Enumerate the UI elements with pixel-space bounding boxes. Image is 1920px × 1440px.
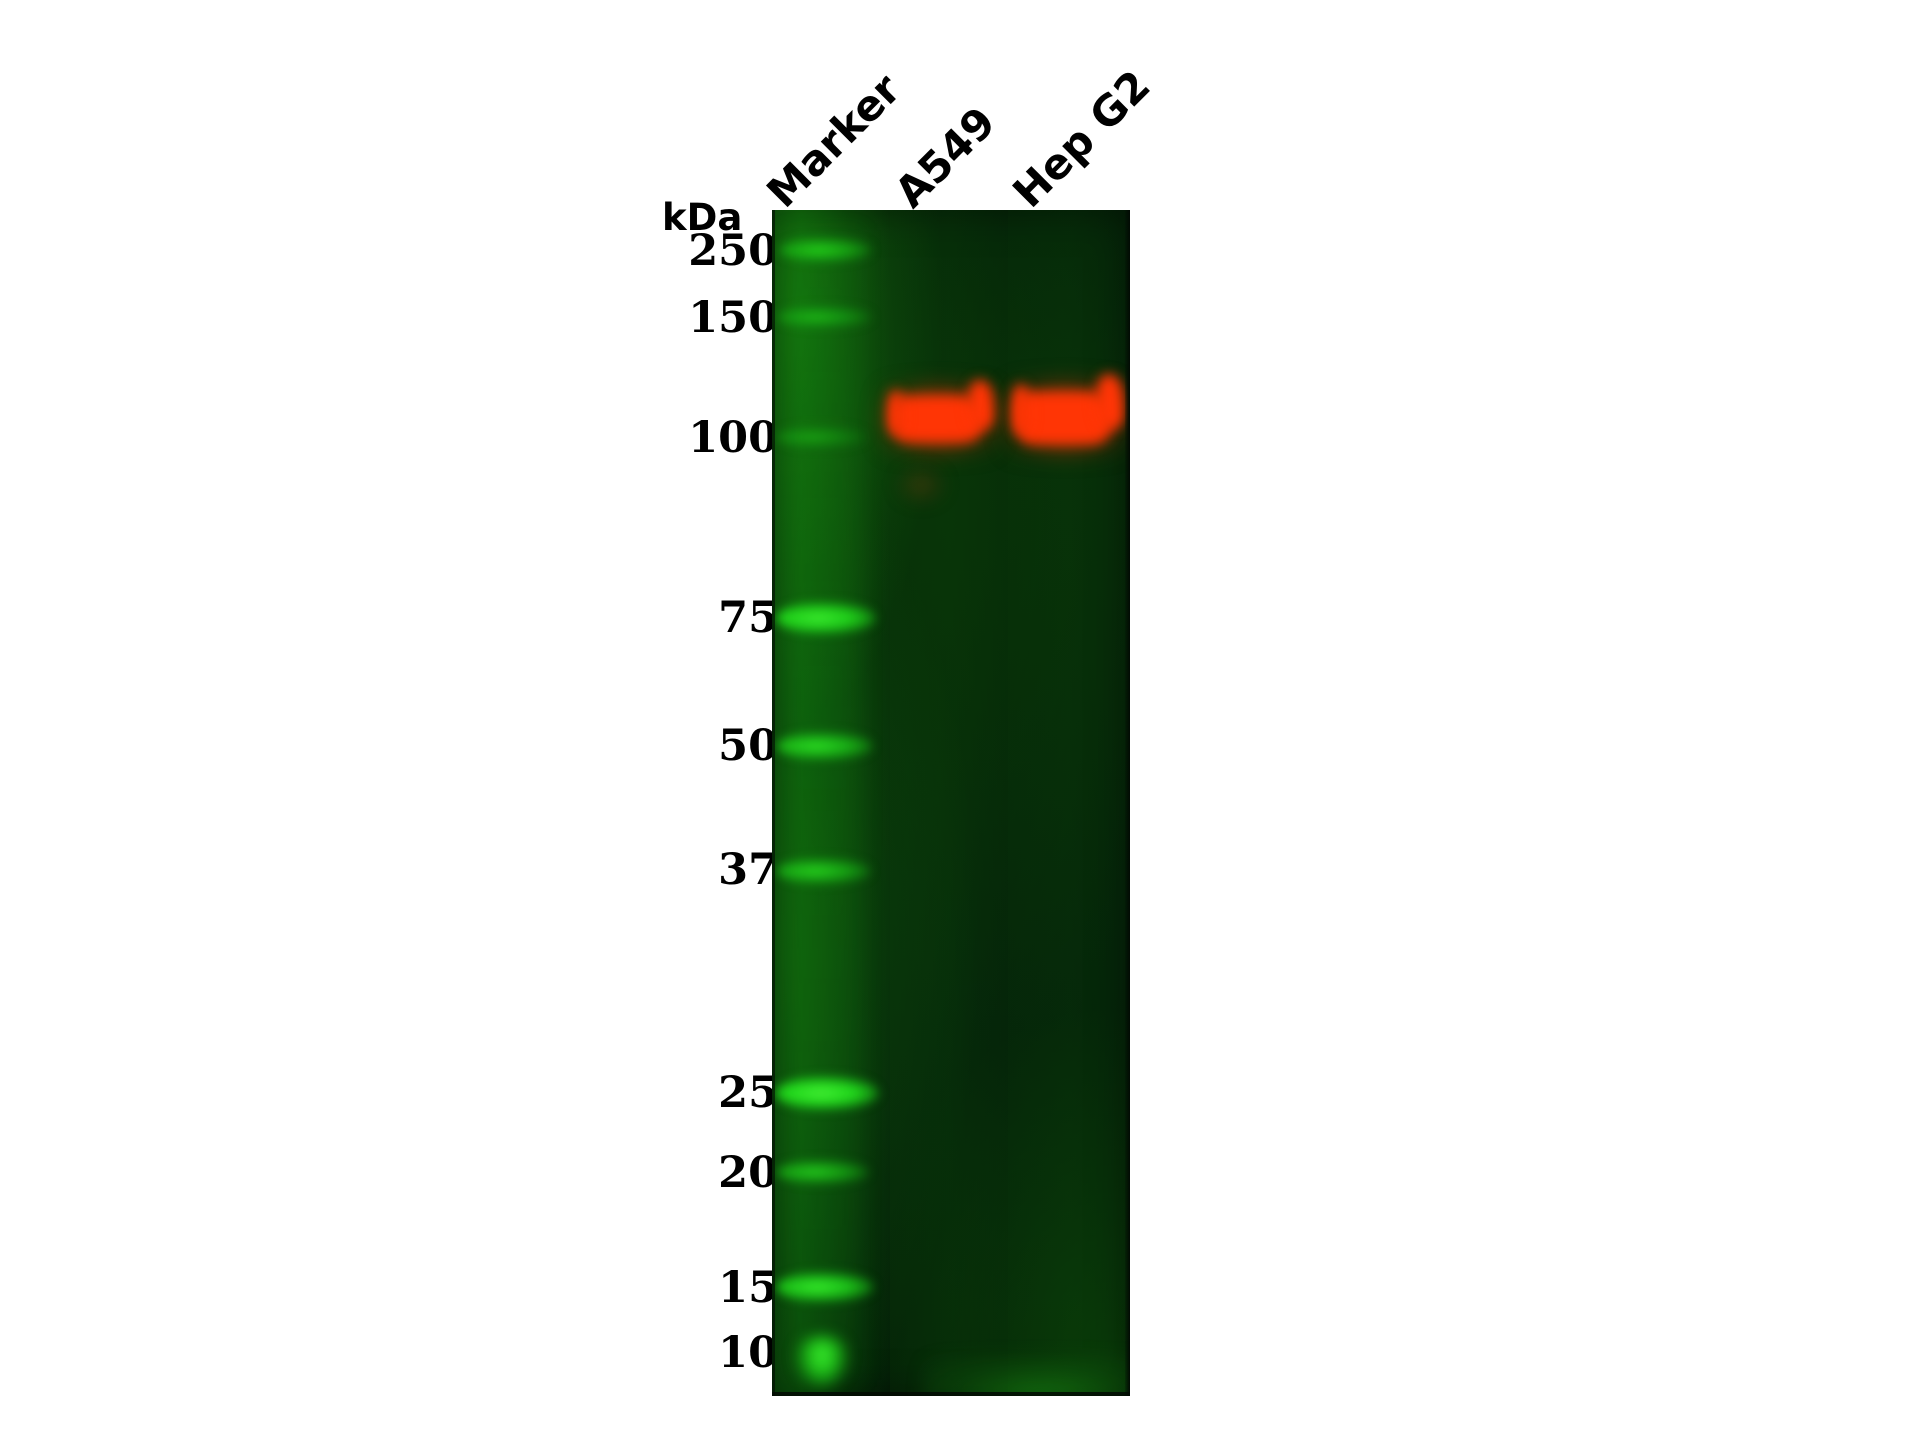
blot-bottom-edge [772,1392,1130,1396]
mw-label-15: 15 [718,1263,778,1313]
lane-label-hepg2: Hep G2 [1003,60,1160,217]
lane-a549 [890,210,1008,1396]
band-hepg2-target [1002,374,1128,458]
lane-label-marker: Marker [757,64,910,217]
mw-ladder-axis: 250 150 100 75 50 37 25 20 15 10 [660,0,778,1440]
band-a549-target [878,380,1000,456]
band-a549-smudge [898,468,944,502]
mw-label-100: 100 [688,413,778,463]
mw-label-250: 250 [688,226,778,276]
mw-label-50: 50 [718,721,778,771]
mw-label-37: 37 [718,845,778,895]
marker-lane-streak [782,230,862,1380]
blot-membrane [772,210,1130,1396]
kda-unit-label: kDa [662,196,743,239]
mw-label-20: 20 [718,1148,778,1198]
lane-label-a549: A549 [885,97,1005,217]
mw-label-75: 75 [718,593,778,643]
mw-label-150: 150 [688,293,778,343]
mw-label-10: 10 [718,1328,778,1378]
mw-label-25: 25 [718,1068,778,1118]
blot-right-edge [1125,210,1130,1396]
blot-bottom-smear [922,1356,1130,1396]
marker-band-10 [796,1336,848,1388]
lane-hepg2 [1008,210,1130,1396]
blot-left-edge [772,210,775,1396]
